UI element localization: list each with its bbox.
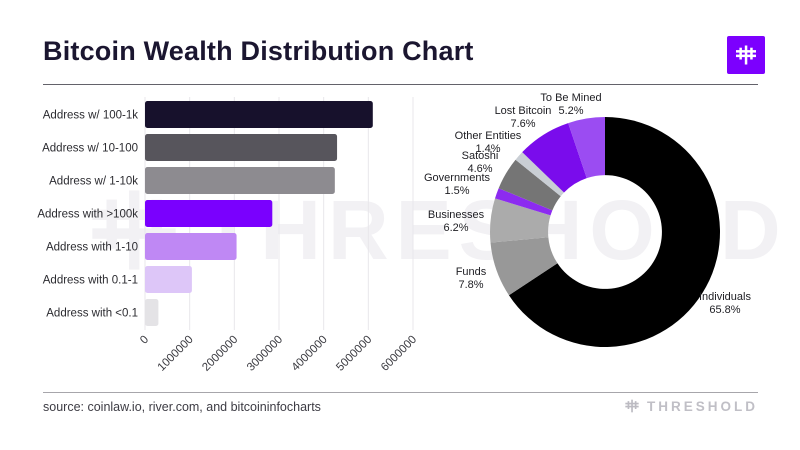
bar-category-label: Address with 0.1-1 (43, 275, 138, 287)
donut-slice-label: Individuals 65.8% (699, 291, 751, 316)
x-tick-label: 4000000 (290, 334, 330, 374)
threshold-footer-icon (624, 398, 640, 414)
donut-slice-label: Other Entities 1.4% (455, 130, 522, 155)
bar-category-label: Address with <0.1 (46, 308, 138, 320)
bar-segment (145, 299, 159, 326)
source-note: source: coinlaw.io, river.com, and bitco… (43, 400, 321, 414)
threshold-logo-icon (734, 43, 758, 67)
donut-chart: Individuals 65.8% Funds 7.8% Businesses 6.2% G… (424, 92, 751, 348)
bar-segment (145, 167, 335, 194)
bar-segment (145, 233, 237, 260)
bar-segment (145, 101, 373, 128)
page-title: Bitcoin Wealth Distribution Chart (43, 36, 474, 66)
donut-slice (508, 117, 720, 348)
footer-brand: THRESHOLD (624, 398, 758, 414)
donut-slice-label: Lost Bitcoin 7.6% (495, 105, 552, 130)
donut-slice (490, 198, 551, 243)
donut-slice (495, 188, 553, 216)
bar-category-label: Address w/ 100-1k (43, 110, 138, 122)
x-tick-label: 0 (138, 334, 151, 347)
bar-category-label: Address with 1-10 (46, 242, 138, 254)
bar-category-label: Address with >100k (37, 209, 138, 221)
bar-segment (145, 134, 338, 161)
footer-brand-name: THRESHOLD (647, 398, 758, 414)
bar-chart: Address w/ 100-1k Address w/ 10-100 Addres… (37, 97, 419, 374)
donut-slice (515, 152, 565, 197)
donut-slice (568, 117, 605, 179)
threshold-logo-badge (727, 36, 765, 74)
footer-divider (43, 392, 758, 393)
donut-slice (522, 123, 587, 193)
bar-segment (145, 266, 192, 293)
x-tick-label: 5000000 (334, 334, 374, 374)
bar-category-label: Address w/ 10-100 (42, 143, 138, 155)
x-tick-label: 3000000 (245, 334, 285, 374)
donut-slice-label: To Be Mined 5.2% (540, 92, 601, 117)
bar-category-label: Address w/ 1-10k (49, 176, 138, 188)
header-divider (43, 84, 758, 85)
donut-slice (490, 237, 558, 296)
bar-segment (145, 200, 273, 227)
x-tick-label: 6000000 (379, 334, 419, 374)
donut-slice (498, 159, 561, 211)
x-tick-label: 1000000 (156, 334, 196, 374)
donut-slice-label: Businesses 6.2% (428, 209, 485, 234)
donut-slice-label: Governments 1.5% (424, 172, 491, 197)
donut-slice-label: Satoshi 4.6% (462, 150, 499, 175)
donut-slice-label: Funds 7.8% (456, 266, 487, 291)
x-tick-label: 2000000 (200, 334, 240, 374)
